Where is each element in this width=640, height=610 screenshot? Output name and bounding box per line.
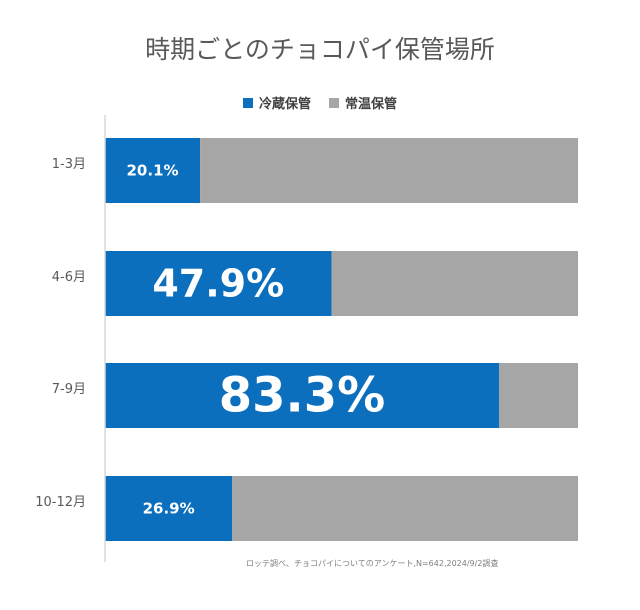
legend: 冷蔵保管 常温保管 (0, 93, 640, 112)
bar-room-temp-2 (499, 363, 578, 428)
bar-refrigerated-0 (105, 138, 201, 203)
category-label-2: 7-9月 (52, 382, 86, 397)
legend-item-room-temp: 常温保管 (329, 93, 397, 112)
bar-refrigerated-1 (105, 251, 332, 316)
data-label-0: 20.1% (127, 162, 179, 180)
legend-label-room-temp: 常温保管 (345, 97, 398, 112)
bar-room-temp-3 (232, 476, 578, 541)
bar-room-temp-1 (331, 251, 578, 316)
bar-refrigerated-3 (105, 476, 233, 541)
bar-room-temp-0 (200, 138, 578, 203)
data-label-2: 83.3% (219, 368, 386, 424)
category-label-3: 10-12月 (35, 495, 86, 510)
legend-label-refrigerated: 冷蔵保管 (258, 97, 311, 112)
data-label-1: 47.9% (152, 262, 284, 306)
legend-item-refrigerated: 冷蔵保管 (242, 93, 311, 112)
source-note: ロッテ調べ、チョコパイについてのアンケート,N=642,2024/9/2調査 (246, 559, 499, 568)
bar-refrigerated-2 (105, 363, 500, 428)
legend-swatch-refrigerated (242, 97, 253, 108)
chart-title: 時期ごとのチョコパイ保管場所 (145, 35, 495, 64)
category-label-0: 1-3月 (52, 157, 86, 172)
legend-swatch-room-temp (329, 97, 339, 108)
category-label-1: 4-6月 (52, 270, 86, 285)
data-label-3: 26.9% (143, 500, 195, 518)
